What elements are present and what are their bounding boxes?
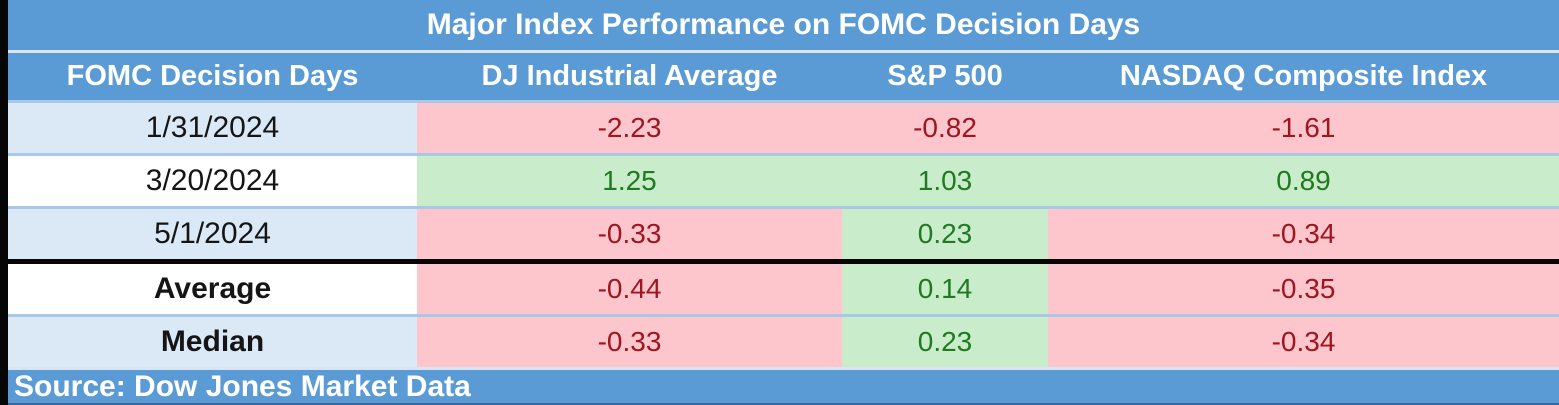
row-label: 5/1/2024	[8, 209, 417, 259]
value-cell: -0.35	[1048, 264, 1559, 314]
row-label: Average	[8, 264, 417, 314]
value-cell: 1.25	[417, 156, 842, 206]
value-cell: 0.23	[842, 209, 1048, 259]
value-cell: -0.34	[1048, 209, 1559, 259]
table-row: 1/31/2024 -2.23 -0.82 -1.61	[8, 100, 1559, 153]
row-label: 1/31/2024	[8, 103, 417, 153]
table-header-row: FOMC Decision Days DJ Industrial Average…	[8, 53, 1559, 100]
table-row-average: Average -0.44 0.14 -0.35	[8, 259, 1559, 314]
value-cell: 1.03	[842, 156, 1048, 206]
column-header-fomc-days: FOMC Decision Days	[8, 53, 417, 100]
value-cell: -0.44	[417, 264, 842, 314]
value-cell: 0.89	[1048, 156, 1559, 206]
value-cell: -0.82	[842, 103, 1048, 153]
column-header-djia: DJ Industrial Average	[417, 53, 842, 100]
value-cell: -1.61	[1048, 103, 1559, 153]
table-title: Major Index Performance on FOMC Decision…	[8, 0, 1559, 53]
value-cell: -0.33	[417, 209, 842, 259]
value-cell: 0.23	[842, 317, 1048, 367]
value-cell: -2.23	[417, 103, 842, 153]
row-label: Median	[8, 317, 417, 367]
source-attribution: Source: Dow Jones Market Data	[8, 367, 1559, 405]
table-row: 5/1/2024 -0.33 0.23 -0.34	[8, 206, 1559, 259]
table-row-median: Median -0.33 0.23 -0.34	[8, 314, 1559, 367]
value-cell: 0.14	[842, 264, 1048, 314]
table-row: 3/20/2024 1.25 1.03 0.89	[8, 153, 1559, 206]
value-cell: -0.34	[1048, 317, 1559, 367]
row-label: 3/20/2024	[8, 156, 417, 206]
value-cell: -0.33	[417, 317, 842, 367]
column-header-sp500: S&P 500	[842, 53, 1048, 100]
column-header-nasdaq: NASDAQ Composite Index	[1048, 53, 1559, 100]
